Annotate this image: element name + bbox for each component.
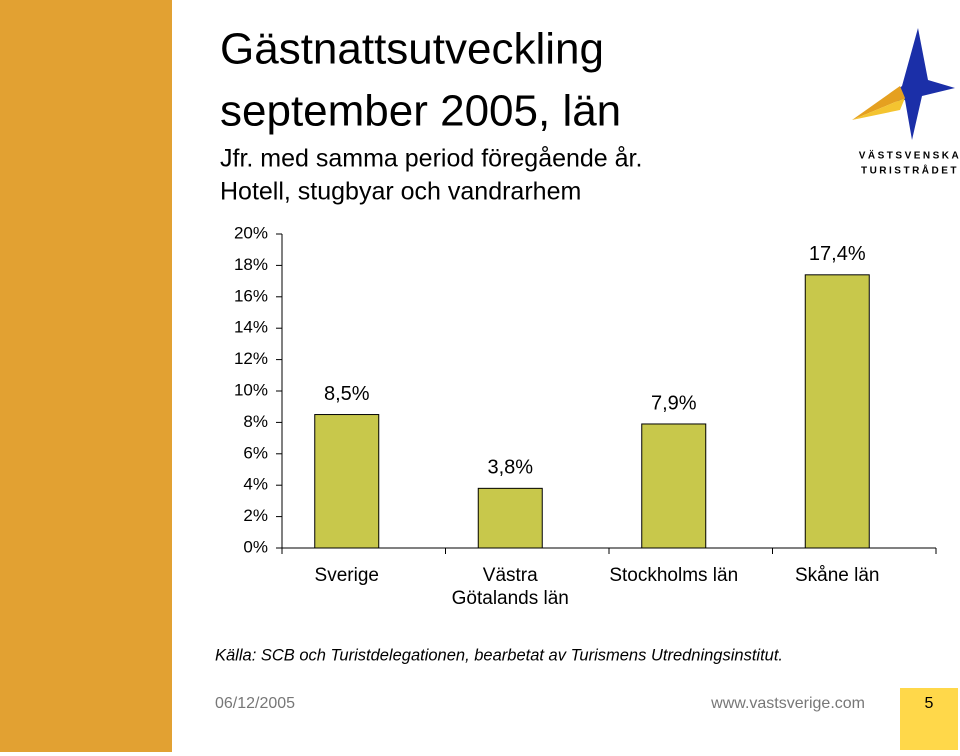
value-label: 8,5% <box>324 383 370 405</box>
value-label: 17,4% <box>809 243 866 265</box>
subtitle-line: Jfr. med samma period föregående år. <box>220 145 642 173</box>
bar <box>314 414 380 549</box>
source-note: Källa: SCB och Turistdelegationen, bearb… <box>215 646 783 664</box>
subtitle-line: Hotell, stugbyar och vandrarhem <box>220 178 581 206</box>
y-tick-label: 8% <box>243 412 268 431</box>
logo-text: VÄSTSVENSKA <box>859 149 960 162</box>
page-number: 5 <box>925 695 934 712</box>
y-tick-label: 10% <box>234 380 268 399</box>
chart: 0% 2% 4% 6% 8% 10% 12% 14% 16% 18% 20% Sverige 8,5% V… <box>234 223 937 609</box>
y-tick-label: 14% <box>234 318 268 337</box>
x-tick-label: Stockholms län <box>609 565 738 586</box>
title-line: Gästnattsutveckling <box>220 25 604 74</box>
logo-text: TURISTRÅDET <box>861 164 959 177</box>
value-label: 7,9% <box>651 392 697 414</box>
bar <box>641 423 707 549</box>
bar <box>804 274 870 549</box>
y-tick-label: 16% <box>234 286 268 305</box>
side-band <box>0 0 172 752</box>
footer-date: 06/12/2005 <box>215 695 295 712</box>
x-tick-label: Sverige <box>315 565 379 586</box>
footer-url: www.vastsverige.com <box>710 695 865 712</box>
x-tick-label: Skåne län <box>795 565 880 586</box>
y-tick-label: 0% <box>243 537 268 556</box>
x-tick-label: Västra Götalands län <box>452 565 569 609</box>
y-tick-label: 4% <box>243 475 268 494</box>
y-tick-label: 18% <box>234 255 268 274</box>
y-tick-label: 2% <box>243 506 268 525</box>
y-tick-label: 12% <box>234 349 268 368</box>
value-label: 3,8% <box>487 457 533 479</box>
logo: VÄSTSVENSKA TURISTRÅDET <box>852 28 960 177</box>
y-tick-label: 20% <box>234 223 268 242</box>
y-tick-label: 6% <box>243 443 268 462</box>
page-number-box <box>900 688 958 750</box>
title-line: september 2005, län <box>220 87 621 136</box>
bar <box>477 487 543 549</box>
